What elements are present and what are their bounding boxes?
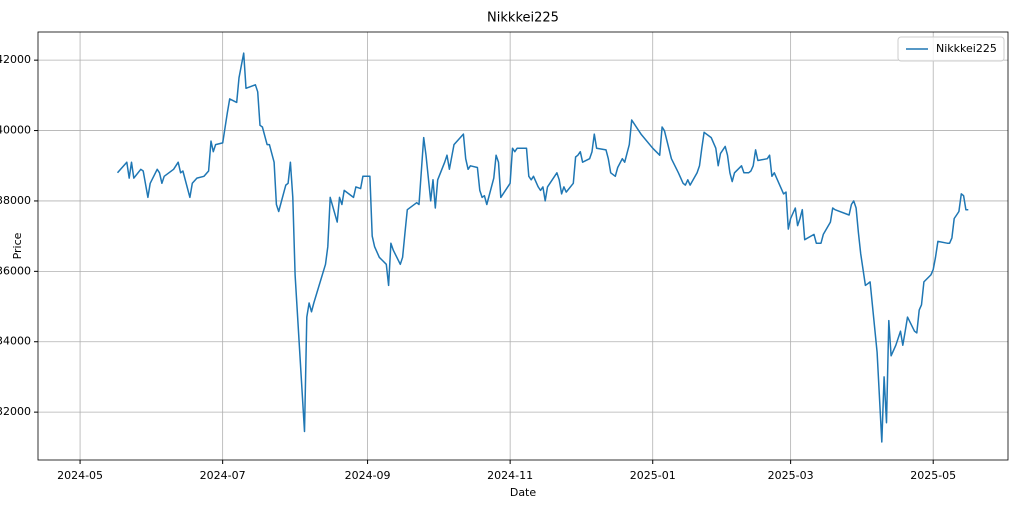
- y-tick-label: 36000: [0, 264, 31, 277]
- x-tick-label: 2024-11: [487, 469, 533, 482]
- x-axis-label: Date: [510, 486, 537, 499]
- x-tick-label: 2025-03: [768, 469, 814, 482]
- legend-box: [897, 36, 1005, 62]
- y-tick-label: 42000: [0, 53, 31, 66]
- x-tick-label: 2024-05: [57, 469, 103, 482]
- x-tick-label: 2024-07: [200, 469, 246, 482]
- line-series: [116, 52, 969, 443]
- legend-label: Nikkkei225: [936, 42, 997, 55]
- plot-frame: [37, 31, 1009, 461]
- chart-title: Nikkkei225: [487, 11, 559, 26]
- y-tick-label: 38000: [0, 194, 31, 207]
- y-tick-label: 40000: [0, 124, 31, 137]
- y-axis-label: Price: [11, 232, 24, 259]
- x-tick-label: 2024-09: [345, 469, 391, 482]
- x-tick-label: 2025-05: [910, 469, 956, 482]
- y-tick-label: 34000: [0, 335, 31, 348]
- y-tick-label: 32000: [0, 405, 31, 418]
- x-tick-label: 2025-01: [630, 469, 676, 482]
